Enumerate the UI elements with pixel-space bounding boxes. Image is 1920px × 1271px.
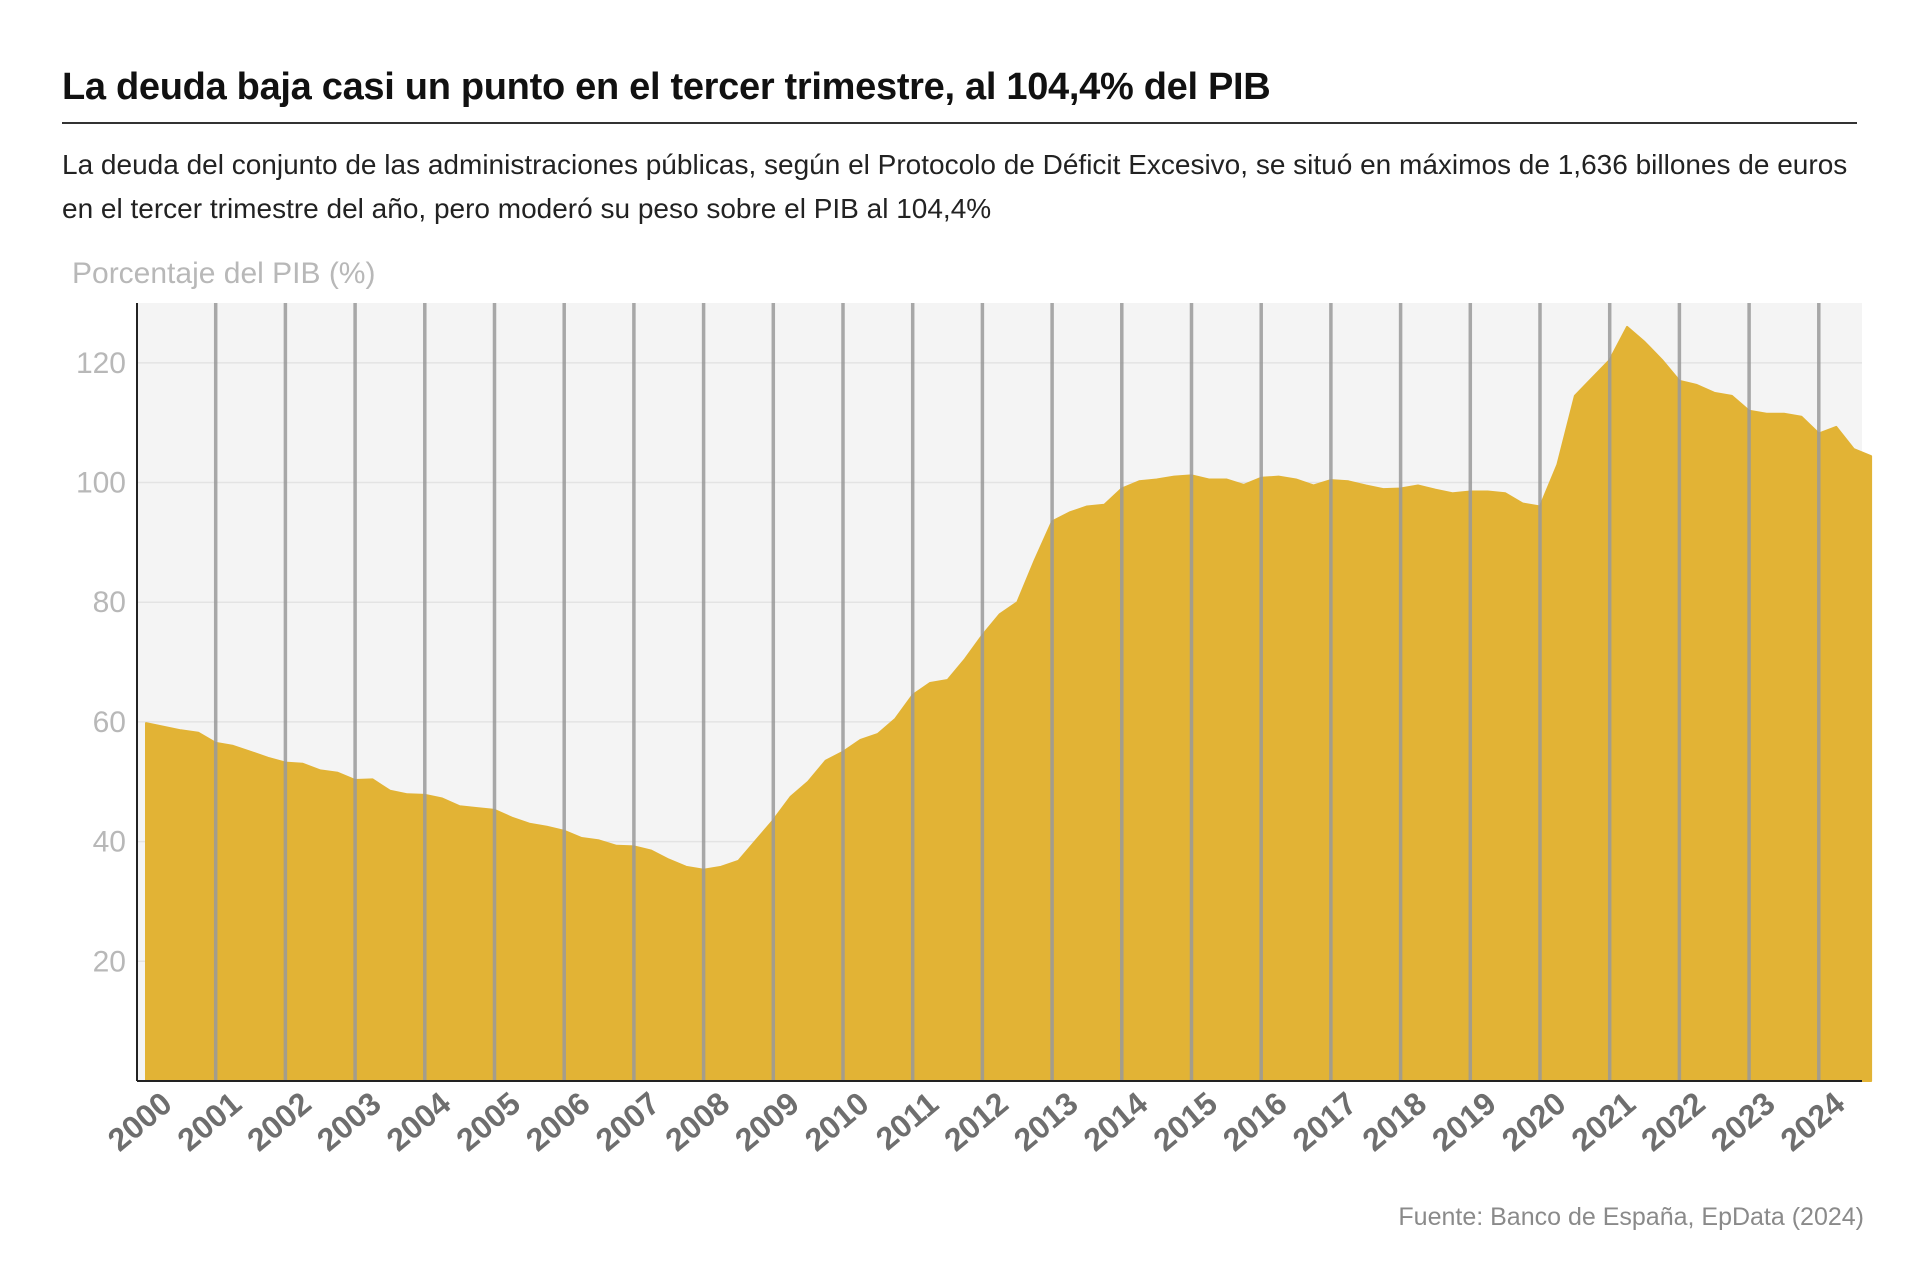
source-note: Fuente: Banco de España, EpData (2024) xyxy=(1398,1203,1864,1231)
x-tick-2015: 2015 xyxy=(1146,1085,1224,1158)
y-tick-labels: 20 40 60 80 100 120 xyxy=(76,347,126,978)
x-tick-2001: 2001 xyxy=(171,1085,249,1158)
y-tick-100: 100 xyxy=(76,467,126,500)
x-tick-2018: 2018 xyxy=(1355,1085,1433,1158)
x-tick-2009: 2009 xyxy=(728,1085,806,1158)
chart-title: La deuda baja casi un punto en el tercer… xyxy=(62,66,1271,108)
x-tick-2019: 2019 xyxy=(1425,1085,1503,1158)
x-tick-2016: 2016 xyxy=(1216,1085,1294,1158)
x-tick-labels: 2000200120022003200420052006200720082009… xyxy=(101,1085,1852,1158)
x-tick-2003: 2003 xyxy=(310,1085,388,1158)
y-axis-label: Porcentaje del PIB (%) xyxy=(72,257,376,290)
chart-subtitle: La deuda del conjunto de las administrac… xyxy=(62,149,1848,224)
x-tick-2006: 2006 xyxy=(519,1085,597,1158)
x-tick-2007: 2007 xyxy=(589,1085,667,1158)
x-tick-2017: 2017 xyxy=(1286,1085,1364,1158)
x-tick-2005: 2005 xyxy=(449,1085,527,1158)
x-tick-2008: 2008 xyxy=(658,1085,736,1158)
x-tick-2012: 2012 xyxy=(937,1085,1015,1158)
y-tick-20: 20 xyxy=(93,945,126,978)
x-tick-2013: 2013 xyxy=(1007,1085,1085,1158)
x-tick-2014: 2014 xyxy=(1077,1085,1155,1158)
year-lines xyxy=(213,303,1821,1081)
x-tick-2000: 2000 xyxy=(101,1085,179,1158)
title-divider xyxy=(62,122,1857,124)
x-tick-2002: 2002 xyxy=(240,1085,318,1158)
y-tick-120: 120 xyxy=(76,347,126,380)
y-tick-40: 40 xyxy=(93,826,126,859)
x-tick-2011: 2011 xyxy=(869,1085,945,1157)
x-tick-2022: 2022 xyxy=(1634,1085,1712,1158)
y-tick-60: 60 xyxy=(93,706,126,739)
x-tick-2004: 2004 xyxy=(380,1085,458,1158)
x-tick-2023: 2023 xyxy=(1704,1085,1782,1158)
y-tick-80: 80 xyxy=(93,586,126,619)
x-tick-2020: 2020 xyxy=(1495,1085,1573,1158)
x-tick-2021: 2021 xyxy=(1565,1085,1643,1158)
x-tick-2024: 2024 xyxy=(1774,1085,1852,1158)
x-tick-2010: 2010 xyxy=(798,1085,876,1158)
